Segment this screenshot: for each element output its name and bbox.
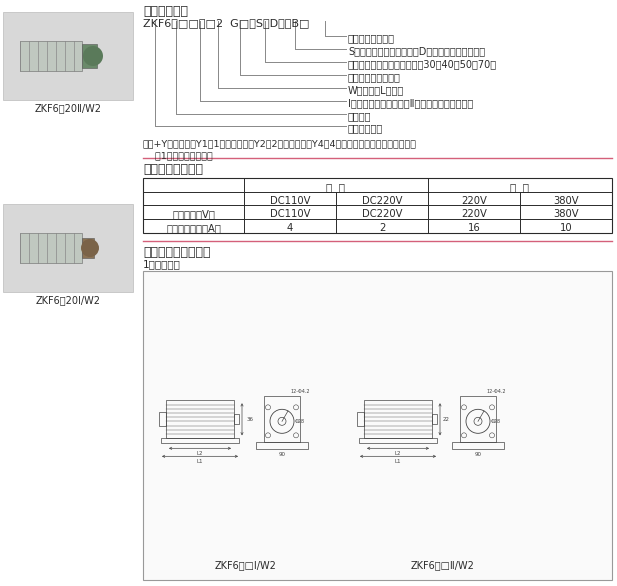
Text: 90: 90	[474, 452, 481, 457]
Text: 轴的中心到安装底脚的距离（30、40、50、70）: 轴的中心到安装底脚的距离（30、40、50、70）	[348, 59, 497, 69]
Bar	[357, 413, 364, 427]
Circle shape	[83, 46, 103, 66]
Text: 36: 36	[247, 417, 254, 422]
Bar	[359, 438, 437, 444]
Circle shape	[81, 239, 99, 257]
Text: ZKF6－20Ⅰ/W2: ZKF6－20Ⅰ/W2	[36, 295, 101, 305]
Bar	[256, 442, 308, 449]
Text: 12-Φ4.2: 12-Φ4.2	[290, 389, 310, 394]
Bar	[364, 400, 432, 438]
Text: 注：+Y为带延时，Y1：1个延时触头、Y2：2个延时触头、Y4：4个延时触头，延时触头每节只能: 注：+Y为带延时，Y1：1个延时触头、Y2：2个延时触头、Y4：4个延时触头，延…	[143, 139, 417, 148]
Text: DC110V: DC110V	[270, 209, 310, 219]
Bar	[452, 442, 504, 449]
Text: 直  流: 直 流	[326, 182, 346, 192]
Bar	[432, 414, 437, 424]
Text: 10: 10	[560, 223, 573, 233]
Text: I：带快分头（快分），Ⅱ：不带快分头（慢分）: I：带快分头（快分），Ⅱ：不带快分头（慢分）	[348, 98, 473, 108]
Text: 22: 22	[443, 417, 450, 422]
Text: 真空辅助开关: 真空辅助开关	[348, 123, 383, 133]
Text: 拐臂（手柄）编号: 拐臂（手柄）编号	[348, 33, 395, 43]
Bar	[264, 396, 300, 442]
Bar	[234, 414, 239, 424]
Text: 1、卧式安装: 1、卧式安装	[143, 259, 181, 269]
Text: 额定电压（V）: 额定电压（V）	[172, 209, 215, 219]
Text: Φ28: Φ28	[295, 419, 305, 424]
Text: L1: L1	[197, 459, 203, 464]
Text: Φ28: Φ28	[491, 419, 501, 424]
Text: ZKF6－□Ⅱ/W2: ZKF6－□Ⅱ/W2	[411, 560, 475, 570]
Text: 4: 4	[287, 223, 293, 233]
Bar	[166, 400, 234, 438]
Text: 16: 16	[468, 223, 481, 233]
Bar	[143, 178, 612, 233]
Bar	[20, 233, 82, 263]
Text: S：配隔离开关手动机构，D：配隔离开关电动机构: S：配隔离开关手动机构，D：配隔离开关电动机构	[348, 46, 485, 56]
Text: 三、型号含义: 三、型号含义	[143, 5, 188, 18]
Text: L1: L1	[395, 459, 401, 464]
Text: 380V: 380V	[553, 196, 579, 206]
Text: 220V: 220V	[461, 209, 487, 219]
Text: 380V: 380V	[553, 209, 579, 219]
Bar	[460, 396, 496, 442]
Text: 12-Φ4.2: 12-Φ4.2	[486, 389, 505, 394]
Text: 触头对数: 触头对数	[348, 111, 371, 121]
Bar	[159, 413, 166, 427]
Text: 90: 90	[278, 452, 286, 457]
Text: 交  流: 交 流	[510, 182, 529, 192]
Bar	[3, 12, 133, 100]
Text: 双极、每节二对触头: 双极、每节二对触头	[348, 72, 401, 82]
Text: 五、外型及安装尺寸: 五、外型及安装尺寸	[143, 246, 210, 259]
Text: 220V: 220V	[461, 196, 487, 206]
Bar	[20, 41, 82, 71]
Text: L2: L2	[197, 451, 203, 456]
Text: W：卧式，L：立式: W：卧式，L：立式	[348, 85, 404, 95]
Text: ZKF6－20Ⅱ/W2: ZKF6－20Ⅱ/W2	[35, 103, 102, 113]
Text: 2: 2	[379, 223, 385, 233]
Text: 四、主要技术参数: 四、主要技术参数	[143, 163, 203, 176]
Bar	[143, 271, 612, 580]
Bar	[3, 204, 133, 292]
Bar	[82, 238, 94, 258]
Text: L2: L2	[395, 451, 401, 456]
Text: DC220V: DC220V	[362, 196, 402, 206]
Text: ZKF6－□Ⅰ/W2: ZKF6－□Ⅰ/W2	[215, 560, 277, 570]
Text: ZKF6－□□／□2  G□－S（D）－B□: ZKF6－□□／□2 G□－S（D）－B□	[143, 18, 310, 28]
Text: DC220V: DC220V	[362, 209, 402, 219]
Text: 最大开断电流（A）: 最大开断电流（A）	[166, 223, 221, 233]
Text: DC110V: DC110V	[270, 196, 310, 206]
Bar	[161, 438, 239, 444]
Text: 有1个；快分无延时。: 有1个；快分无延时。	[143, 151, 213, 160]
Bar	[82, 44, 97, 68]
